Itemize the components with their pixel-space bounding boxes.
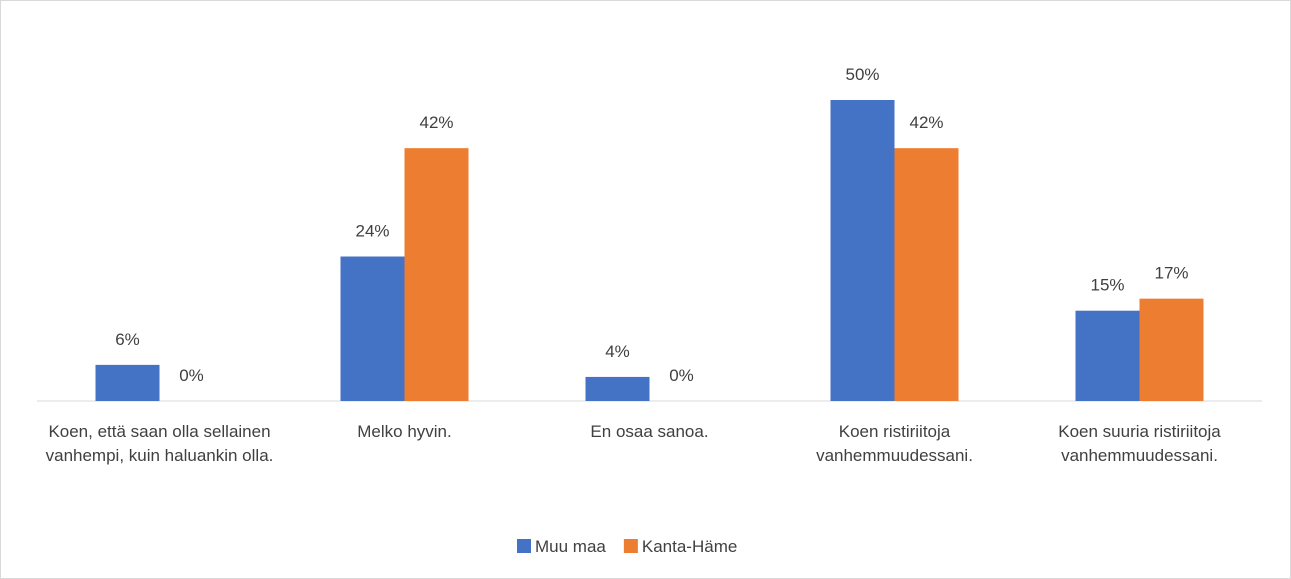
bar xyxy=(1139,298,1204,401)
data-label: 0% xyxy=(669,366,694,385)
bar xyxy=(404,148,469,401)
bar xyxy=(1075,310,1140,401)
x-tick-label: Koen ristiriitoja vanhemmuudessani. xyxy=(816,422,973,465)
x-tick-label: Koen, että saan olla sellainen vanhempi,… xyxy=(45,422,274,465)
legend-label: Muu maa xyxy=(535,537,606,556)
data-label: 0% xyxy=(179,366,204,385)
legend-swatch xyxy=(623,539,638,553)
bar xyxy=(830,100,895,401)
data-label: 42% xyxy=(909,113,943,132)
data-label: 24% xyxy=(355,222,389,241)
bar xyxy=(95,364,160,401)
x-tick-label: En osaa sanoa. xyxy=(590,422,709,441)
x-tick-label: Melko hyvin. xyxy=(357,422,452,441)
legend-label: Kanta-Häme xyxy=(642,537,737,556)
x-tick-label: Koen suuria ristiriitoja vanhemmuudessan… xyxy=(1058,422,1221,465)
data-label: 6% xyxy=(115,330,140,349)
data-label: 17% xyxy=(1154,264,1188,283)
data-label: 4% xyxy=(605,342,630,361)
data-label: 15% xyxy=(1090,276,1124,295)
data-label: 42% xyxy=(419,113,453,132)
bar xyxy=(894,148,959,401)
legend-swatch xyxy=(517,539,531,553)
bar xyxy=(585,376,650,401)
bar xyxy=(340,256,405,401)
data-label: 50% xyxy=(845,65,879,84)
